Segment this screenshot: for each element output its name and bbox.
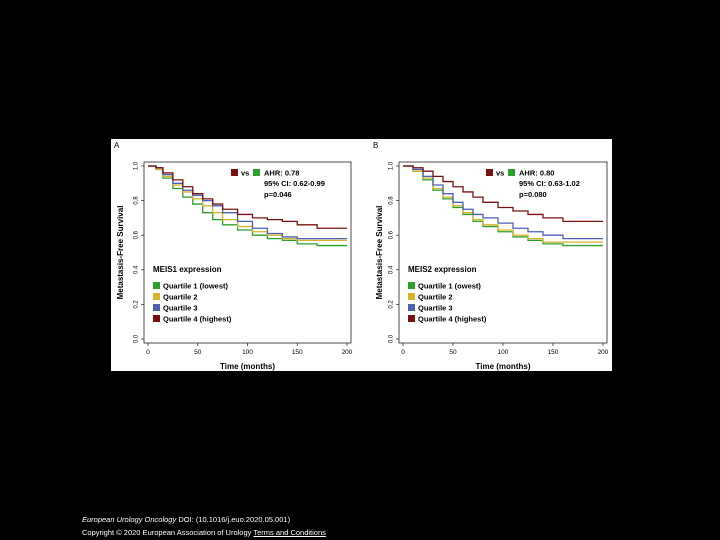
legend-entry: Quartile 2: [163, 293, 198, 302]
y-tick-label: 1.0: [134, 161, 140, 170]
legend-swatch: [153, 304, 160, 311]
legend-swatch: [153, 282, 160, 289]
annotation-vs: vs: [241, 169, 249, 178]
y-tick-label: 0.6: [134, 230, 140, 239]
annotation-hr: AHR: 0.78: [264, 169, 299, 178]
legend-entry: Quartile 2: [418, 293, 453, 302]
legend-title: MEIS1 expression: [153, 265, 222, 274]
survival-curve-series-3: [403, 165, 603, 240]
survival-curve-series-3: [148, 165, 347, 240]
x-axis-label: Time (months): [476, 362, 531, 371]
legend-entry: Quartile 4 (highest): [163, 315, 232, 324]
doi-text: DOI: (10.1016/j.euo.2020.05.001): [176, 515, 291, 524]
terms-link[interactable]: Terms and Conditions: [253, 528, 326, 537]
annotation-swatch-low: [508, 169, 515, 176]
legend-swatch: [408, 282, 415, 289]
survival-curve-series-1: [148, 165, 347, 247]
annotation-ci: 95% CI: 0.63-1.02: [519, 179, 580, 188]
x-tick-label: 50: [194, 349, 202, 356]
citation-line: European Urology Oncology DOI: (10.1016/…: [82, 515, 290, 524]
x-tick-label: 200: [598, 349, 609, 356]
annotation-swatch-high: [486, 169, 493, 176]
y-tick-label: 0.4: [389, 265, 395, 274]
annotation-swatch-high: [231, 169, 238, 176]
legend-entry: Quartile 1 (lowest): [163, 282, 229, 291]
legend-entry: Quartile 3: [418, 304, 453, 313]
panel-a: A 0.0 0.2 0.4 0.6 0.8 1.0 0 50 100 150 200 Time (mon…: [114, 141, 353, 371]
survival-curve-series-4: [403, 165, 603, 223]
y-tick-label: 0.8: [389, 196, 395, 205]
legend-swatch: [408, 315, 415, 322]
annotation-p: p=0.046: [264, 190, 292, 199]
km-figure-svg: A 0.0 0.2 0.4 0.6 0.8 1.0 0 50 100 150 200 Time (mon…: [114, 141, 609, 371]
x-tick-label: 100: [498, 349, 509, 356]
y-tick-label: 0.0: [389, 334, 395, 343]
x-tick-label: 200: [342, 349, 353, 356]
x-tick-label: 0: [401, 349, 405, 356]
panel-b: B 0.0 0.2 0.4 0.6 0.8 1.0 0 50 100 150 200 Time (mon…: [373, 141, 609, 371]
annotation-swatch-low: [253, 169, 260, 176]
legend-swatch: [408, 304, 415, 311]
x-tick-label: 150: [292, 349, 303, 356]
x-tick-label: 100: [242, 349, 253, 356]
y-tick-label: 0.8: [134, 196, 140, 205]
y-tick-label: 0.2: [134, 300, 140, 309]
annotation-vs: vs: [496, 169, 504, 178]
x-tick-label: 150: [548, 349, 559, 356]
x-tick-label: 0: [146, 349, 150, 356]
x-tick-label: 50: [449, 349, 457, 356]
panel-label: A: [114, 141, 120, 150]
y-axis-label: Metastasis-Free Survival: [116, 206, 125, 300]
y-tick-label: 0.4: [134, 265, 140, 274]
annotation-hr: AHR: 0.80: [519, 169, 554, 178]
survival-curve-series-2: [403, 165, 603, 243]
journal-name: European Urology Oncology: [82, 515, 177, 524]
annotation-p: p=0.080: [519, 190, 547, 199]
km-figure: A 0.0 0.2 0.4 0.6 0.8 1.0 0 50 100 150 200 Time (mon…: [111, 139, 612, 371]
panel-label: B: [373, 141, 378, 150]
legend-entry: Quartile 3: [163, 304, 198, 313]
legend-title: MEIS2 expression: [408, 265, 477, 274]
y-axis-label: Metastasis-Free Survival: [375, 206, 384, 300]
y-tick-label: 0.0: [134, 334, 140, 343]
legend-swatch: [408, 293, 415, 300]
y-tick-label: 0.6: [389, 230, 395, 239]
legend-swatch: [153, 315, 160, 322]
y-tick-label: 1.0: [389, 161, 395, 170]
legend-entry: Quartile 4 (highest): [418, 315, 487, 324]
copyright-text: Copyright © 2020 European Association of…: [82, 528, 252, 537]
copyright-line: Copyright © 2020 European Association of…: [82, 528, 326, 537]
survival-curve-series-4: [148, 165, 347, 229]
legend-swatch: [153, 293, 160, 300]
annotation-ci: 95% CI: 0.62-0.99: [264, 179, 325, 188]
legend-entry: Quartile 1 (owest): [418, 282, 481, 291]
y-tick-label: 0.2: [389, 300, 395, 309]
x-axis-label: Time (months): [220, 362, 275, 371]
